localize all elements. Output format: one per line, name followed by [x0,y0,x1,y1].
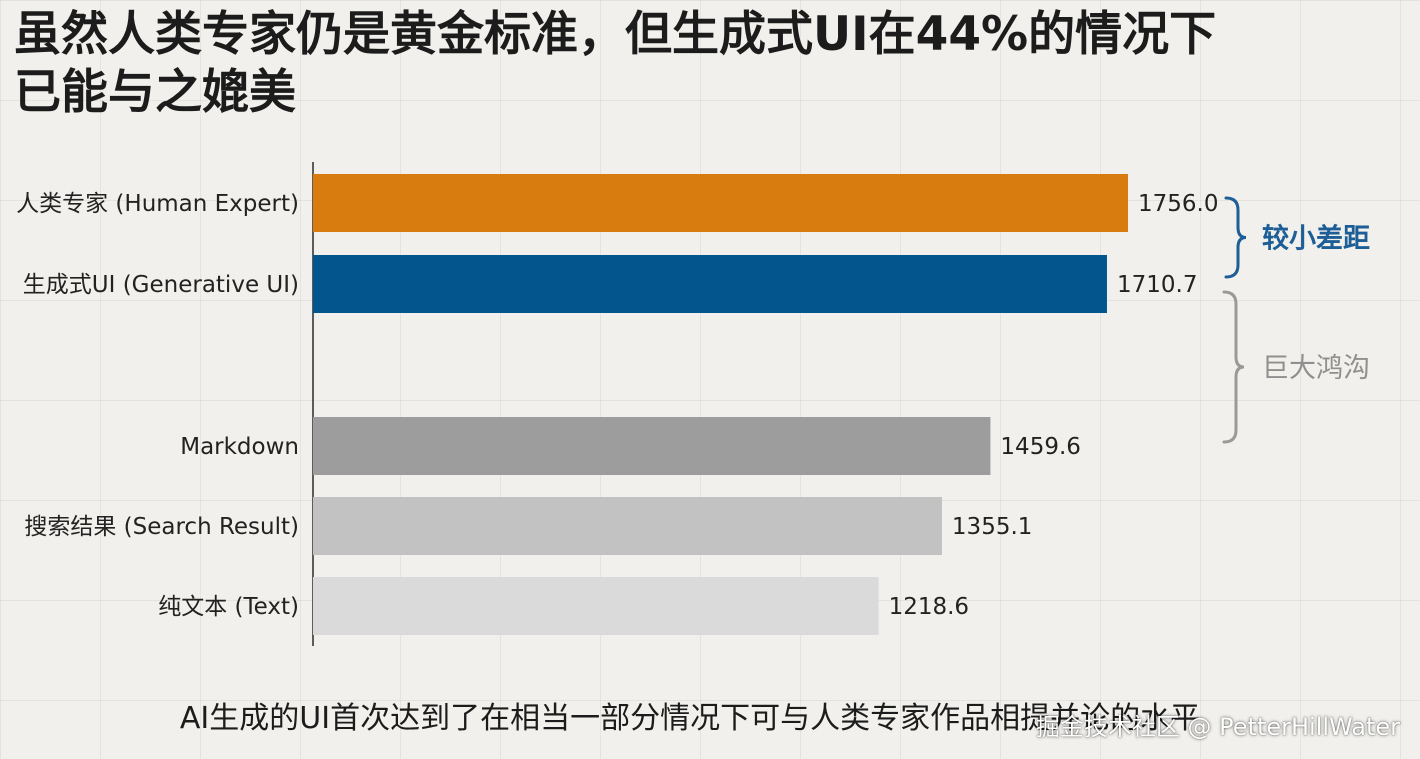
annotation-small-gap: 较小差距 [1262,223,1370,255]
brace-large-gap [1222,290,1245,444]
value-label: 1355.1 [952,514,1032,540]
value-label: 1459.6 [1000,434,1080,460]
bar-chart: 人类专家 (Human Expert) 1756.0 生成式UI (Generati… [16,162,1370,646]
value-label: 1218.6 [889,594,969,620]
bar [313,417,991,475]
brace-small-gap [1224,196,1247,279]
watermark: 掘金技术社区 @ PetterHillWater [1035,713,1400,741]
bar [313,255,1107,313]
bar [313,497,942,555]
category-label: 纯文本 (Text) [158,594,299,620]
value-label: 1710.7 [1117,272,1197,298]
annotation-large-gap: 巨大鸿沟 [1262,353,1370,384]
category-label: 生成式UI (Generative UI) [23,272,299,298]
bar [313,174,1128,232]
category-label: Markdown [180,434,299,460]
chart-title-line-2: 已能与之媲美 [14,65,296,120]
chart-title: 虽然人类专家仍是黄金标准，但生成式UI在44%的情况下 已能与之媲美 [14,6,1314,122]
category-label: 人类专家 (Human Expert) [16,191,299,217]
chart-caption: AI生成的UI首次达到了在相当一部分情况下可与人类专家作品相提并论的水平 [179,701,1201,736]
bar [313,577,879,635]
chart-title-line-1: 虽然人类专家仍是黄金标准，但生成式UI在44%的情况下 [14,7,1217,62]
value-label: 1756.0 [1138,191,1218,217]
category-label: 搜索结果 (Search Result) [24,514,299,540]
